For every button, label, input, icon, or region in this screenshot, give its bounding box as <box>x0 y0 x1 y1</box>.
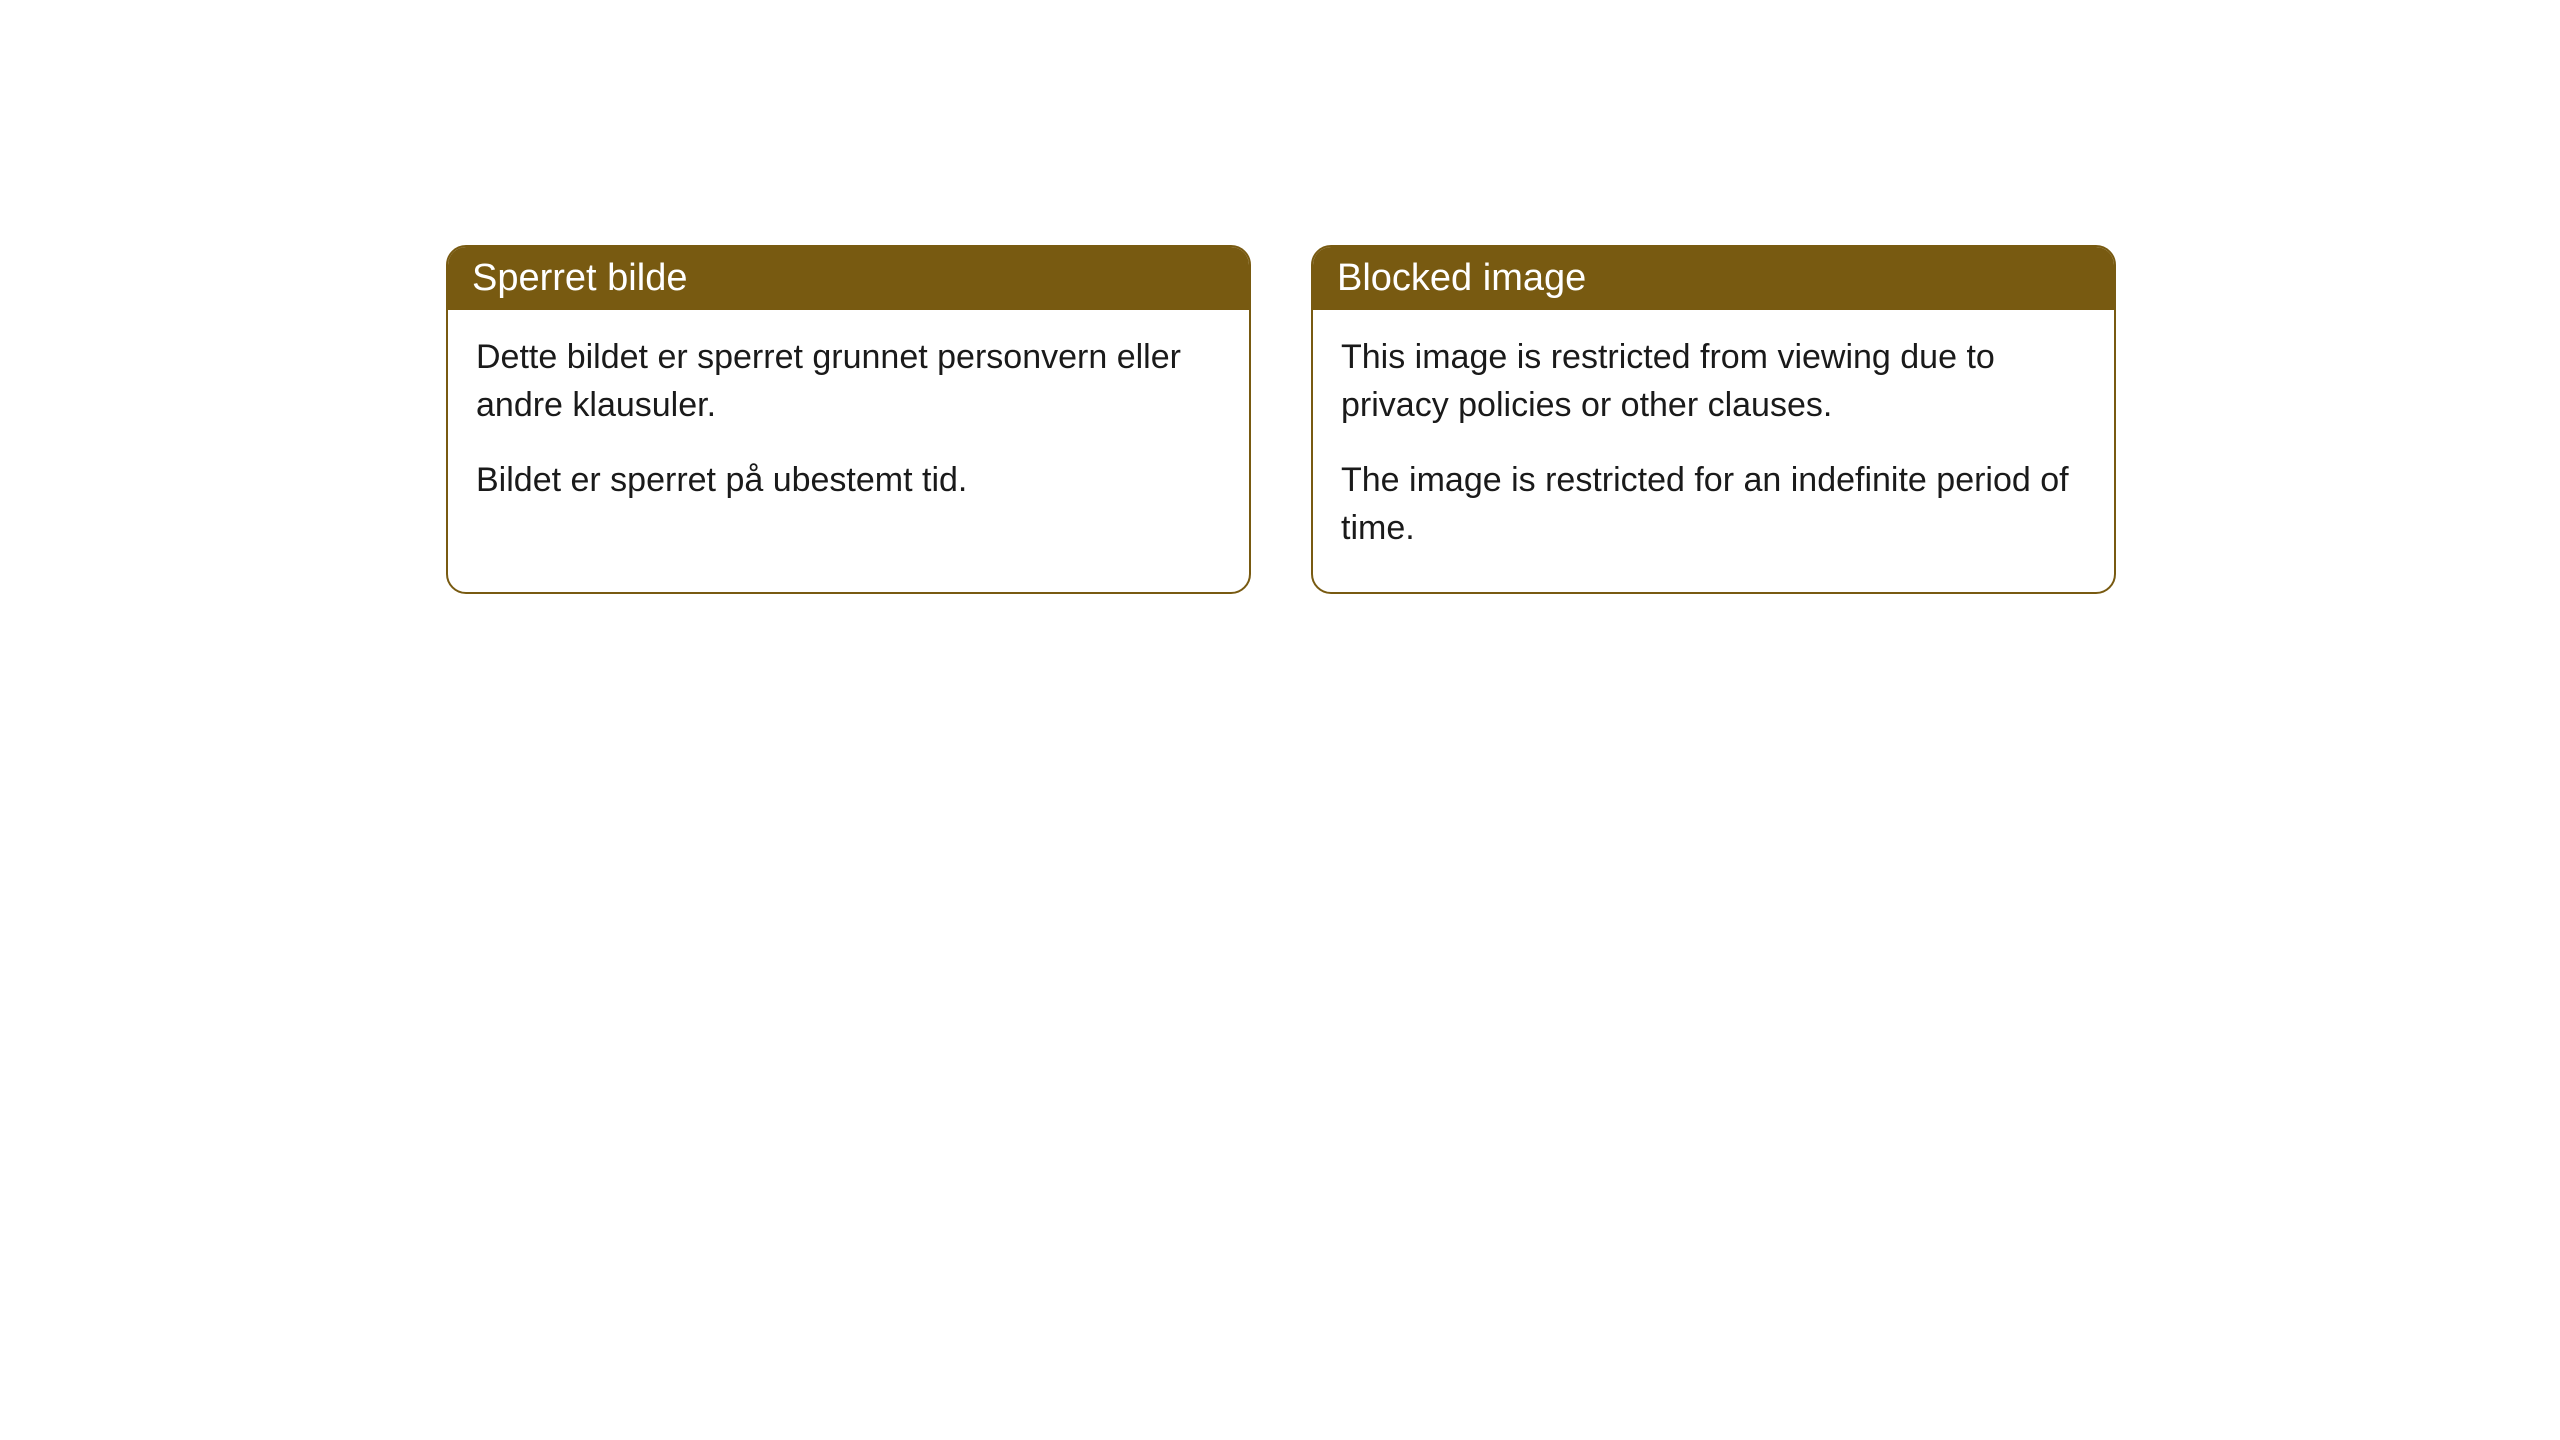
card-header-no: Sperret bilde <box>448 247 1249 310</box>
notice-container: Sperret bilde Dette bildet er sperret gr… <box>0 0 2560 594</box>
card-paragraph-no-1: Dette bildet er sperret grunnet personve… <box>476 334 1221 429</box>
blocked-image-card-en: Blocked image This image is restricted f… <box>1311 245 2116 594</box>
card-body-no: Dette bildet er sperret grunnet personve… <box>448 310 1249 545</box>
card-header-en: Blocked image <box>1313 247 2114 310</box>
card-paragraph-en-2: The image is restricted for an indefinit… <box>1341 457 2086 552</box>
card-body-en: This image is restricted from viewing du… <box>1313 310 2114 592</box>
card-paragraph-no-2: Bildet er sperret på ubestemt tid. <box>476 457 1221 505</box>
blocked-image-card-no: Sperret bilde Dette bildet er sperret gr… <box>446 245 1251 594</box>
card-paragraph-en-1: This image is restricted from viewing du… <box>1341 334 2086 429</box>
